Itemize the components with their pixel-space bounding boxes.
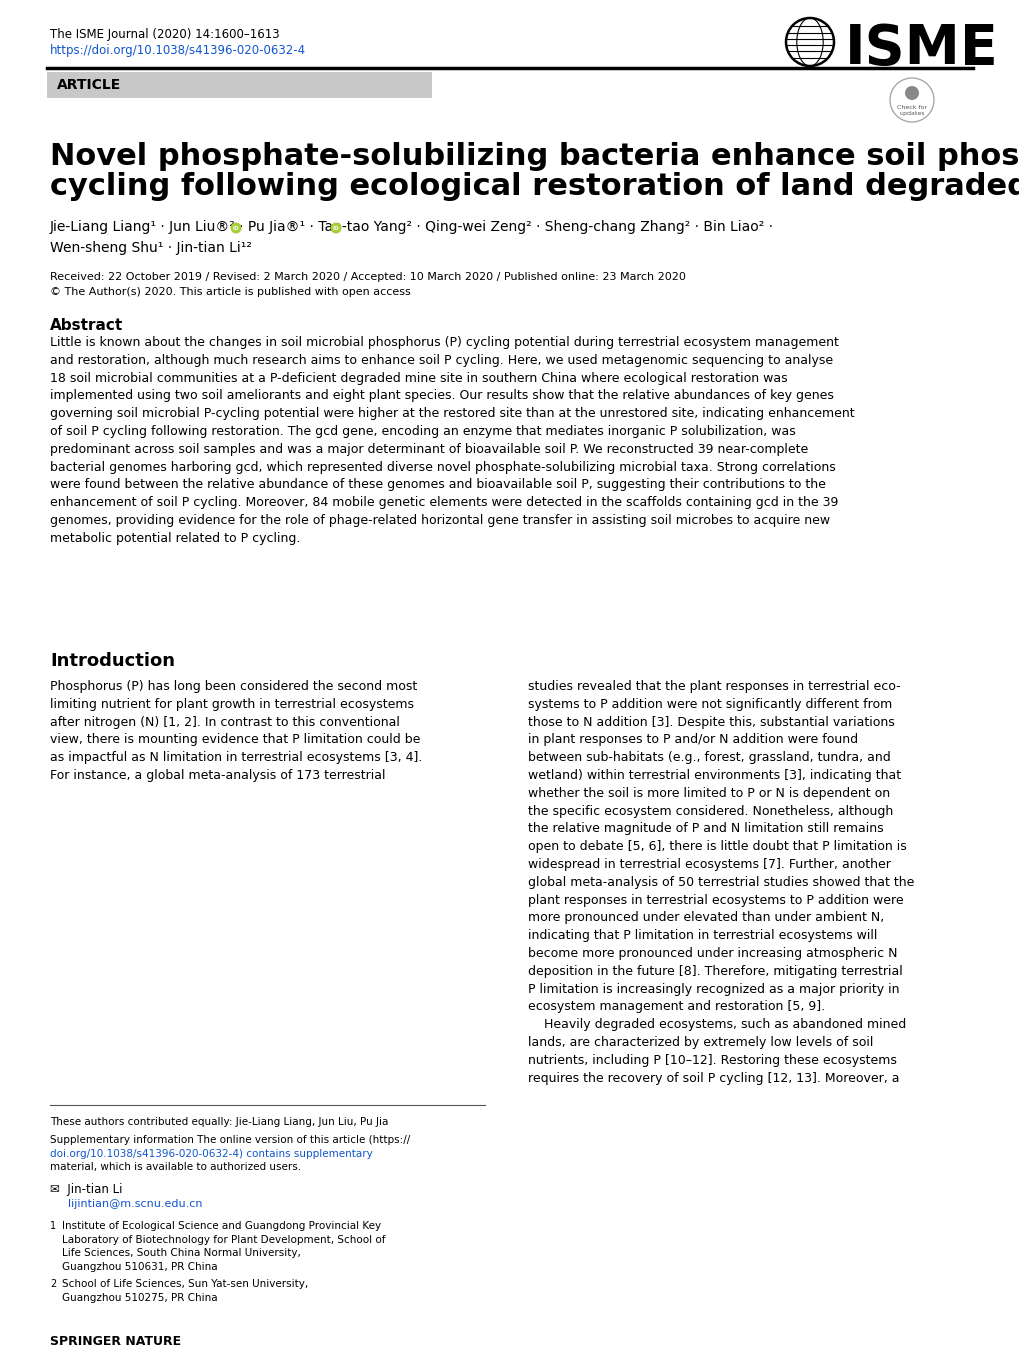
Text: ✉  Jin-tian Li: ✉ Jin-tian Li: [50, 1183, 122, 1196]
Text: SPRINGER NATURE: SPRINGER NATURE: [50, 1335, 181, 1348]
Text: These authors contributed equally: Jie-Liang Liang, Jun Liu, Pu Jia: These authors contributed equally: Jie-L…: [50, 1117, 388, 1127]
Text: lijintian@m.scnu.edu.cn: lijintian@m.scnu.edu.cn: [68, 1199, 203, 1209]
Text: Introduction: Introduction: [50, 652, 175, 669]
Text: ISME: ISME: [844, 22, 998, 76]
Text: Abstract: Abstract: [50, 318, 123, 333]
Circle shape: [904, 85, 918, 100]
Circle shape: [230, 222, 242, 233]
Text: © The Author(s) 2020. This article is published with open access: © The Author(s) 2020. This article is pu…: [50, 287, 411, 297]
Text: doi.org/10.1038/s41396-020-0632-4) contains supplementary: doi.org/10.1038/s41396-020-0632-4) conta…: [50, 1149, 372, 1159]
Text: material, which is available to authorized users.: material, which is available to authoriz…: [50, 1163, 301, 1172]
Text: Phosphorus (P) has long been considered the second most
limiting nutrient for pl: Phosphorus (P) has long been considered …: [50, 680, 422, 782]
Text: Received: 22 October 2019 / Revised: 2 March 2020 / Accepted: 10 March 2020 / Pu: Received: 22 October 2019 / Revised: 2 M…: [50, 272, 685, 282]
Text: 1: 1: [50, 1221, 56, 1230]
Text: Institute of Ecological Science and Guangdong Provincial Key
Laboratory of Biote: Institute of Ecological Science and Guan…: [62, 1221, 385, 1272]
Text: Jie-Liang Liang¹ · Jun Liu®² · Pu Jia®¹ · Tao-tao Yang² · Qing-wei Zeng² · Sheng: Jie-Liang Liang¹ · Jun Liu®² · Pu Jia®¹ …: [50, 220, 773, 234]
Circle shape: [890, 79, 933, 122]
Text: Check for
updates: Check for updates: [896, 104, 926, 117]
Circle shape: [330, 222, 341, 233]
Text: Novel phosphate-solubilizing bacteria enhance soil phosphorus: Novel phosphate-solubilizing bacteria en…: [50, 142, 1019, 171]
Text: https://doi.org/10.1038/s41396-020-0632-4: https://doi.org/10.1038/s41396-020-0632-…: [50, 43, 306, 57]
Text: Little is known about the changes in soil microbial phosphorus (P) cycling poten: Little is known about the changes in soi…: [50, 336, 854, 545]
Text: studies revealed that the plant responses in terrestrial eco-
systems to P addit: studies revealed that the plant response…: [528, 680, 913, 1084]
Text: iD: iD: [332, 225, 339, 230]
Text: 2: 2: [50, 1279, 56, 1289]
Text: Supplementary information The online version of this article (https://: Supplementary information The online ver…: [50, 1135, 410, 1145]
Text: iD: iD: [232, 225, 239, 230]
Text: cycling following ecological restoration of land degraded by mining: cycling following ecological restoration…: [50, 172, 1019, 201]
Text: ARTICLE: ARTICLE: [57, 79, 121, 92]
Text: The ISME Journal (2020) 14:1600–1613: The ISME Journal (2020) 14:1600–1613: [50, 28, 279, 41]
Text: Wen-sheng Shu¹ · Jin-tian Li¹²: Wen-sheng Shu¹ · Jin-tian Li¹²: [50, 241, 252, 255]
Text: School of Life Sciences, Sun Yat-sen University,
Guangzhou 510275, PR China: School of Life Sciences, Sun Yat-sen Uni…: [62, 1279, 308, 1302]
FancyBboxPatch shape: [47, 72, 432, 98]
